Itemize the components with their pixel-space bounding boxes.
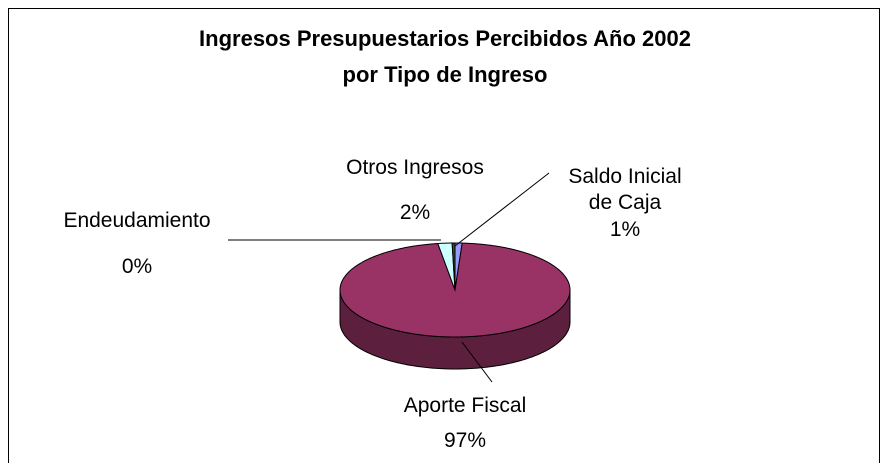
category-label: Endeudamiento — [63, 209, 211, 232]
category-label: Aporte Fiscal — [403, 394, 527, 417]
value-label: 2% — [399, 201, 431, 224]
leader-line — [461, 341, 493, 383]
pie-slice — [437, 242, 456, 291]
value-label: 97% — [443, 429, 487, 452]
value-label: 0% — [121, 255, 153, 278]
chart-subtitle: por Tipo de Ingreso — [342, 62, 548, 87]
category-label: Otros Ingresos — [346, 156, 484, 179]
pie-slice — [451, 242, 456, 291]
leader-line — [454, 172, 550, 247]
chart-title: Ingresos Presupuestarios Percibidos Año … — [199, 26, 691, 51]
value-label: 1% — [609, 218, 641, 241]
chart-border — [8, 8, 880, 463]
pie — [339, 242, 571, 370]
category-label: Saldo Inicial de Caja — [568, 165, 682, 214]
